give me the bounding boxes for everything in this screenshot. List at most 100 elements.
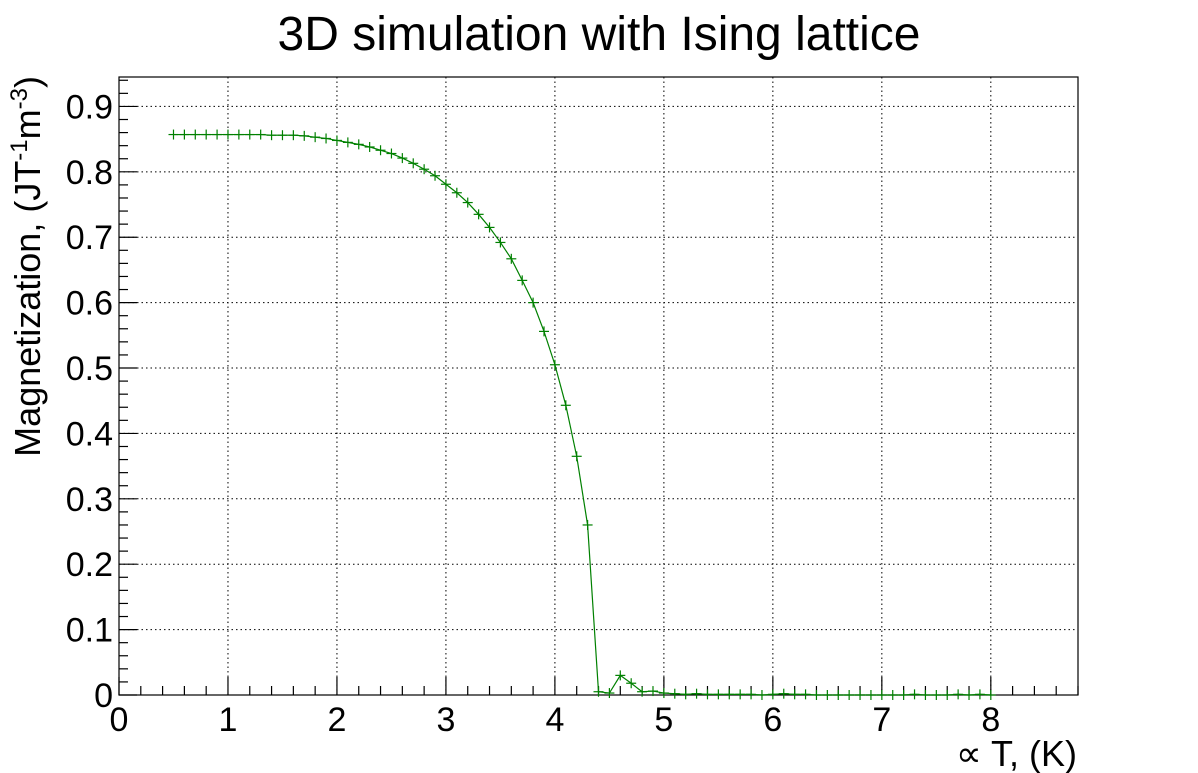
y-tick-label: 0.5	[66, 350, 113, 388]
data-point-marker	[244, 129, 255, 140]
data-point-marker	[168, 129, 179, 140]
data-point-marker	[462, 197, 473, 208]
x-tick-label: 4	[545, 701, 564, 739]
data-point-marker	[386, 148, 397, 159]
data-point-marker	[615, 670, 626, 681]
data-point-marker	[865, 690, 876, 700]
data-point-marker	[789, 689, 800, 700]
axis-ticks	[118, 79, 1079, 696]
x-axis-label: ∝ T, (K)	[956, 733, 1077, 773]
data-point-marker	[756, 690, 767, 700]
data-point-marker	[669, 688, 680, 699]
series-line	[173, 133, 991, 696]
data-point-marker	[887, 690, 898, 700]
data-point-marker	[266, 130, 277, 141]
data-point-marker	[800, 689, 811, 700]
data-point-marker	[822, 690, 833, 700]
data-point-marker	[876, 690, 887, 700]
x-axis-tick-labels: 0 1 2 3 4 5 6 7 8	[110, 701, 1001, 739]
chart-title: 3D simulation with Ising lattice	[278, 8, 921, 61]
data-point-marker	[735, 689, 746, 700]
y-tick-label: 0.2	[66, 546, 113, 584]
data-point-marker	[964, 690, 975, 700]
data-point-marker	[179, 129, 190, 140]
data-point-marker	[691, 688, 702, 699]
y-tick-label: 0.9	[66, 88, 113, 126]
data-point-marker	[321, 133, 332, 144]
y-tick-label: 0.4	[66, 415, 113, 453]
data-point-marker	[942, 690, 953, 700]
data-point-marker	[430, 170, 441, 181]
grid-lines	[119, 77, 1078, 695]
y-tick-label: 0.1	[66, 612, 113, 650]
plot-frame	[118, 76, 1079, 696]
data-point-marker	[767, 689, 778, 700]
data-point-marker	[647, 686, 658, 697]
x-tick-label: 3	[436, 701, 455, 739]
y-tick-label: 0.8	[66, 154, 113, 192]
y-axis-label: Magnetization, (JT-1m-3)	[6, 76, 48, 457]
data-point-marker	[920, 690, 931, 700]
data-point-marker	[451, 187, 462, 198]
data-point-marker	[310, 132, 321, 143]
data-point-marker	[222, 129, 233, 140]
data-point-marker	[626, 678, 637, 689]
data-point-marker	[212, 129, 223, 140]
data-point-marker	[746, 689, 757, 700]
y-tick-label: 0.7	[66, 219, 113, 257]
data-point-marker	[375, 145, 386, 156]
data-point-marker	[658, 688, 669, 699]
data-point-marker	[408, 158, 419, 169]
x-tick-label: 6	[763, 701, 782, 739]
data-point-marker	[299, 130, 310, 141]
data-point-marker	[342, 137, 353, 148]
data-point-marker	[593, 686, 604, 697]
data-point-marker	[233, 129, 244, 140]
data-point-marker	[397, 153, 408, 164]
data-point-marker	[539, 326, 550, 337]
data-point-marker	[985, 690, 996, 700]
magnetization-series	[168, 129, 996, 700]
x-tick-label: 5	[654, 701, 673, 739]
data-point-marker	[811, 690, 822, 700]
y-tick-label: 0.3	[66, 481, 113, 519]
data-point-marker	[778, 688, 789, 699]
x-tick-label: 8	[981, 701, 1000, 739]
data-point-marker	[484, 222, 495, 233]
data-point-marker	[353, 139, 364, 150]
data-point-marker	[364, 141, 375, 152]
data-point-marker	[506, 253, 517, 264]
data-point-marker	[190, 129, 201, 140]
data-point-marker	[440, 179, 451, 190]
data-point-marker	[419, 164, 430, 175]
data-point-marker	[680, 689, 691, 700]
data-point-marker	[473, 209, 484, 220]
data-point-marker	[953, 689, 964, 700]
data-point-marker	[844, 690, 855, 700]
data-point-marker	[495, 237, 506, 248]
data-point-marker	[637, 686, 648, 697]
data-point-marker	[528, 297, 539, 308]
data-point-marker	[201, 129, 212, 140]
data-point-marker	[833, 690, 844, 700]
data-point-marker	[974, 689, 985, 700]
y-axis-tick-labels: 0 0.1 0.2 0.3 0.4 0.5 0.6 0.7 0.8 0.9	[66, 88, 113, 715]
data-point-marker	[604, 688, 615, 699]
y-tick-label: 0.6	[66, 285, 113, 323]
data-point-marker	[931, 690, 942, 700]
x-tick-label: 7	[872, 701, 891, 739]
x-tick-label: 0	[110, 701, 129, 739]
data-point-marker	[571, 451, 582, 462]
data-point-marker	[898, 690, 909, 700]
data-point-marker	[855, 690, 866, 700]
y-tick-label: 0	[94, 677, 113, 715]
data-point-marker	[702, 689, 713, 700]
data-point-marker	[582, 519, 593, 530]
data-point-marker	[724, 689, 735, 700]
data-point-marker	[560, 400, 571, 411]
data-point-marker	[713, 689, 724, 700]
data-point-marker	[288, 130, 299, 141]
data-point-marker	[549, 359, 560, 370]
data-point-marker	[909, 689, 920, 700]
data-point-marker	[277, 130, 288, 141]
